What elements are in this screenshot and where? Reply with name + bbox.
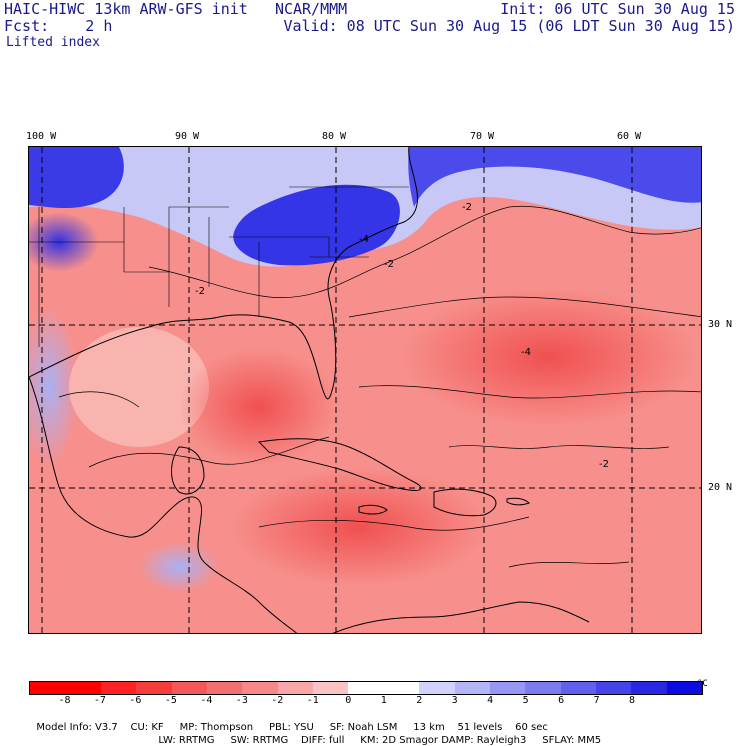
lat-label-20n: 20 N <box>708 482 733 493</box>
coastlines <box>29 147 590 633</box>
legend-swatch <box>525 682 561 694</box>
legend-unit: °C <box>697 679 708 689</box>
field-atlantic-core <box>399 287 699 427</box>
legend-tick-label: -5 <box>164 695 177 706</box>
legend-swatch <box>313 682 349 694</box>
legend-swatch <box>631 682 667 694</box>
legend-swatch <box>560 682 596 694</box>
legend-swatch <box>596 682 632 694</box>
field-ne-blue <box>408 147 701 207</box>
legend-tick-label: 3 <box>451 695 458 706</box>
legend-tick-label: -2 <box>271 695 284 706</box>
legend-swatch <box>100 682 137 694</box>
legend-swatch <box>30 682 66 694</box>
lon-label-70w: 70 W <box>470 131 495 142</box>
legend-swatch <box>136 682 172 694</box>
graticule <box>29 147 701 633</box>
coast-gulf-north <box>29 147 418 400</box>
legend-tick-label: -1 <box>306 695 319 706</box>
legend-swatch <box>666 682 703 694</box>
variable-name: Lifted index <box>6 35 100 50</box>
contour-label: -4 <box>521 347 531 358</box>
legend-swatch <box>206 682 243 694</box>
legend-tick-label: 5 <box>522 695 529 706</box>
coast-mexico <box>29 376 298 633</box>
field-caribbean-core <box>229 467 489 587</box>
lon-label-100w: 100 W <box>26 131 57 142</box>
model-title: HAIC-HIWC 13km ARW-GFS init NCAR/MMM <box>4 0 348 18</box>
init-time: Init: 06 UTC Sun 30 Aug 15 <box>500 0 735 18</box>
field-north-blue-deep <box>233 184 400 266</box>
contour-label: -4 <box>359 234 369 245</box>
coast-puertorico <box>506 497 530 506</box>
legend-swatch <box>348 682 384 694</box>
lon-label-60w: 60 W <box>617 131 642 142</box>
legend-swatch <box>171 682 207 694</box>
lon-label-80w: 80 W <box>322 131 347 142</box>
lifted-index-map: -2 -2 -4 -2 -4 -2 <box>28 146 702 634</box>
legend-tick-label: 8 <box>629 695 636 706</box>
legend-swatch <box>277 682 313 694</box>
lon-label-90w: 90 W <box>175 131 200 142</box>
legend-tick-label: -4 <box>200 695 213 706</box>
model-info-line1: Model Info: V3.7 CU: KF MP: Thompson PBL… <box>36 722 548 733</box>
legend-swatch <box>242 682 278 694</box>
contour-label: -2 <box>195 286 205 297</box>
lat-label-30n: 30 N <box>708 319 733 330</box>
field-gulf-core <box>179 347 339 467</box>
contour-label: -2 <box>599 459 609 470</box>
forecast-hour: Fcst: 2 h <box>4 17 113 35</box>
contours <box>58 205 701 568</box>
contour-label: -2 <box>384 259 394 270</box>
legend-tick-label: -3 <box>235 695 248 706</box>
legend-swatch <box>419 682 455 694</box>
valid-time: Valid: 08 UTC Sun 30 Aug 15 (06 LDT Sun … <box>283 17 735 35</box>
legend-tick-label: 2 <box>416 695 423 706</box>
legend-tick-label: 0 <box>345 695 352 706</box>
color-scale-bar <box>29 681 703 695</box>
legend-swatch <box>454 682 490 694</box>
coast-jamaica <box>358 504 388 515</box>
field-gulf-light <box>69 327 209 447</box>
model-info-line2: LW: RRTMG SW: RRTMG DIFF: full KM: 2D Sm… <box>158 735 602 746</box>
state-borders <box>29 186 409 347</box>
legend-tick-label: -8 <box>58 695 71 706</box>
legend-swatch <box>65 682 101 694</box>
legend-swatch <box>383 682 420 694</box>
field-nw-blue <box>29 147 124 209</box>
field-west-lblue <box>29 307 79 467</box>
legend-tick-label: 4 <box>487 695 494 706</box>
coast-hispaniola <box>433 488 497 517</box>
legend-swatch <box>489 682 526 694</box>
contour-label: -2 <box>462 202 472 213</box>
field-centralam-lblue <box>139 542 219 592</box>
coast-southam <box>332 601 590 633</box>
legend-tick-label: -6 <box>129 695 142 706</box>
coast-yucatan <box>171 446 205 495</box>
legend-tick-label: 6 <box>558 695 565 706</box>
legend-tick-label: 1 <box>380 695 387 706</box>
legend-tick-label: 7 <box>593 695 600 706</box>
legend-tick-label: -7 <box>93 695 106 706</box>
